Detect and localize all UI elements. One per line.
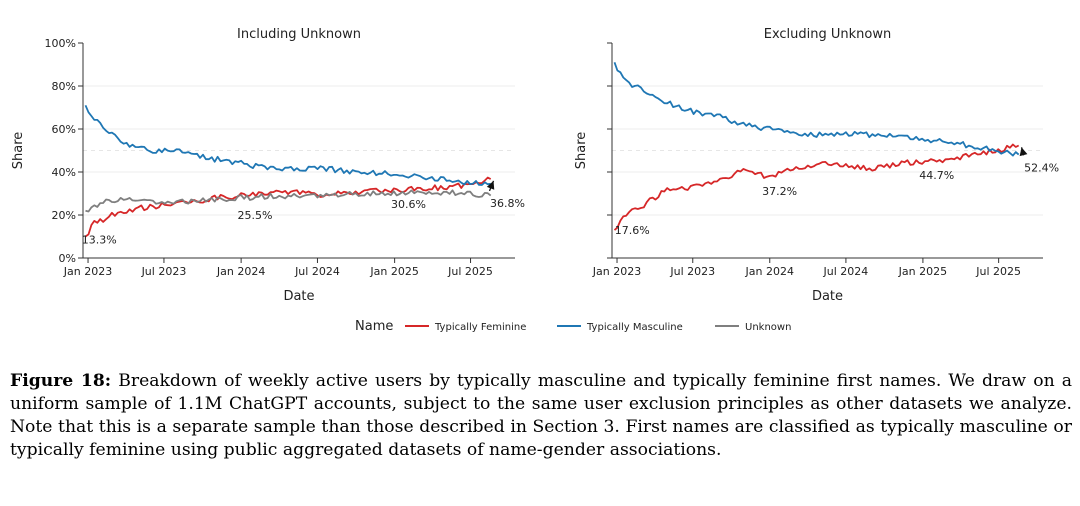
x-axis-label: Date — [283, 289, 314, 304]
y-tick-label: 0% — [59, 252, 76, 265]
x-tick-label: Jan 2024 — [745, 265, 794, 278]
chart-title: Including Unknown — [237, 27, 361, 42]
x-tick-label: Jan 2025 — [898, 265, 947, 278]
series-line-typically-feminine — [613, 143, 1020, 231]
figure-caption: Figure 18: Breakdown of weekly active us… — [10, 370, 1072, 462]
series-line-typically-masculine — [84, 104, 491, 186]
x-tick-label: Jul 2024 — [294, 265, 340, 278]
chart-including-unknown: 0% 20% 40% 60% 80% 100% Jan 2023 Jul 2023 Jan 20… — [11, 27, 525, 304]
x-tick-label: Jul 2023 — [669, 265, 715, 278]
data-label: 17.6% — [615, 224, 650, 237]
y-tick-label: 60% — [52, 123, 76, 136]
x-tick-label: Jul 2025 — [447, 265, 493, 278]
caption-label: Figure 18: — [10, 371, 112, 391]
x-tick-label: Jan 2025 — [369, 265, 418, 278]
y-tick-label: 40% — [52, 166, 76, 179]
data-label: 25.5% — [238, 209, 273, 222]
data-label: 44.7% — [919, 169, 954, 182]
x-tick-label: Jan 2023 — [63, 265, 112, 278]
x-tick-label: Jul 2025 — [975, 265, 1021, 278]
data-label: 30.6% — [391, 198, 426, 211]
series-line-unknown — [85, 189, 492, 213]
data-label: 52.4% — [1024, 161, 1059, 174]
series-line-typically-masculine — [613, 61, 1020, 157]
figure: 0%20%40%60%80%100%Jan 2023 Jul 2023 Jan 20… — [11, 27, 1059, 334]
legend-item-label: Unknown — [745, 322, 791, 333]
chart-excluding-unknown: Jan 2023 Jul 2023 Jan 2024 Jul 2024 Jan 2025… — [574, 27, 1059, 304]
x-tick-label: Jan 2023 — [592, 265, 641, 278]
series-line-typically-feminine — [84, 176, 492, 238]
data-label: 13.3% — [82, 233, 117, 246]
x-tick-label: Jul 2023 — [141, 265, 187, 278]
legend: Name Typically Feminine Typically Masculin… — [355, 319, 791, 334]
legend-item-label: Typically Masculine — [586, 322, 683, 333]
x-tick-label: Jan 2024 — [216, 265, 265, 278]
y-tick-label: 100% — [45, 37, 76, 50]
chart-title: Excluding Unknown — [764, 27, 892, 42]
y-tick-label: 80% — [52, 80, 76, 93]
caption-text: Breakdown of weekly active users by typi… — [10, 371, 1072, 460]
x-tick-label: Jul 2024 — [823, 265, 869, 278]
legend-title: Name — [355, 319, 393, 334]
y-axis-label: Share — [574, 132, 589, 170]
data-label: 37.2% — [762, 185, 797, 198]
x-axis-label: Date — [812, 289, 843, 304]
legend-item-label: Typically Feminine — [434, 322, 526, 333]
annotation-arrowhead — [486, 180, 495, 190]
y-axis-label: Share — [11, 132, 26, 170]
data-label: 36.8% — [490, 197, 525, 210]
y-tick-label: 20% — [52, 209, 76, 222]
annotation-arrowhead — [1019, 147, 1028, 157]
